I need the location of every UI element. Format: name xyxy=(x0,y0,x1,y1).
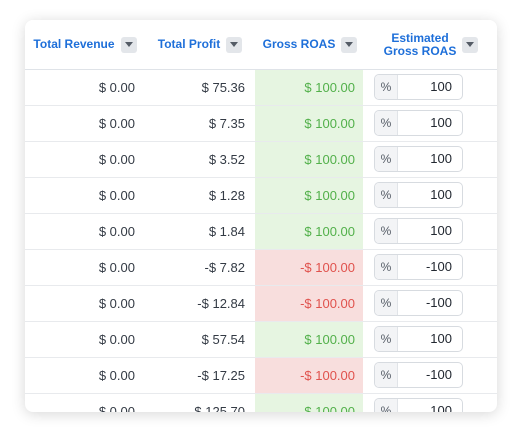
estimated-gross-roas-value[interactable]: 100 xyxy=(430,187,452,202)
table-row: $ 0.00 $ 125.70 $ 100.00% 100 xyxy=(25,394,497,412)
estimated-gross-roas-input[interactable]: % -100 xyxy=(374,362,463,388)
estimated-gross-roas-input[interactable]: % 100 xyxy=(374,146,463,172)
estimated-gross-roas-input[interactable]: % -100 xyxy=(374,290,463,316)
sort-total-revenue-button[interactable] xyxy=(120,36,137,53)
table-row: $ 0.00 -$ 12.84 -$ 100.00% -100 xyxy=(25,286,497,322)
table-row: $ 0.00 $ 1.84 $ 100.00% 100 xyxy=(25,214,497,250)
gross-roas-cell: $ 100.00 xyxy=(255,322,363,357)
header-total-revenue-label: Total Revenue xyxy=(33,37,115,51)
estimated-gross-roas-value[interactable]: -100 xyxy=(425,367,452,382)
estimated-gross-roas-value[interactable]: -100 xyxy=(425,259,452,274)
total-profit-cell: $ 125.70 xyxy=(194,404,245,412)
percent-unit-label: % xyxy=(375,363,398,387)
table-row: $ 0.00 $ 57.54 $ 100.00% 100 xyxy=(25,322,497,358)
estimated-gross-roas-value[interactable]: 100 xyxy=(430,115,452,130)
caret-down-icon xyxy=(124,42,133,47)
header-gross-roas: Gross ROAS xyxy=(255,20,365,69)
gross-roas-cell: $ 100.00 xyxy=(255,214,363,249)
percent-unit-label: % xyxy=(375,291,398,315)
percent-unit-label: % xyxy=(375,111,398,135)
total-revenue-cell: $ 0.00 xyxy=(98,152,135,167)
estimated-gross-roas-input[interactable]: % 100 xyxy=(374,218,463,244)
total-profit-cell: $ 1.28 xyxy=(208,188,245,203)
estimated-gross-roas-value[interactable]: 100 xyxy=(430,79,452,94)
gross-roas-cell: $ 100.00 xyxy=(255,394,363,412)
header-estimated-gross-roas: Estimated Gross ROAS xyxy=(365,20,497,69)
header-total-profit: Total Profit xyxy=(145,20,255,69)
total-revenue-cell: $ 0.00 xyxy=(98,368,135,383)
estimated-gross-roas-input[interactable]: % 100 xyxy=(374,326,463,352)
gross-roas-cell: -$ 100.00 xyxy=(255,358,363,393)
percent-unit-label: % xyxy=(375,75,398,99)
table-body: $ 0.00 $ 75.36 $ 100.00% 100 $ 0.00 $ 7.35 $ 1… xyxy=(25,70,497,412)
table-row: $ 0.00 -$ 7.82 -$ 100.00% -100 xyxy=(25,250,497,286)
roas-table-card: Total Revenue Total Profit Gross ROAS Es… xyxy=(25,20,497,412)
total-revenue-cell: $ 0.00 xyxy=(98,332,135,347)
estimated-gross-roas-input[interactable]: % 100 xyxy=(374,74,463,100)
sort-gross-roas-button[interactable] xyxy=(341,36,358,53)
caret-down-icon xyxy=(345,42,354,47)
total-revenue-cell: $ 0.00 xyxy=(98,80,135,95)
total-profit-cell: -$ 12.84 xyxy=(197,296,245,311)
total-revenue-cell: $ 0.00 xyxy=(98,296,135,311)
estimated-gross-roas-input[interactable]: % 100 xyxy=(374,110,463,136)
percent-unit-label: % xyxy=(375,183,398,207)
total-profit-cell: $ 1.84 xyxy=(208,224,245,239)
table-row: $ 0.00 $ 75.36 $ 100.00% 100 xyxy=(25,70,497,106)
table-row: $ 0.00 $ 7.35 $ 100.00% 100 xyxy=(25,106,497,142)
total-revenue-cell: $ 0.00 xyxy=(98,116,135,131)
percent-unit-label: % xyxy=(375,219,398,243)
estimated-gross-roas-value[interactable]: 100 xyxy=(430,223,452,238)
sort-total-profit-button[interactable] xyxy=(226,36,243,53)
total-profit-cell: $ 75.36 xyxy=(201,80,245,95)
total-profit-cell: $ 3.52 xyxy=(208,152,245,167)
gross-roas-cell: $ 100.00 xyxy=(255,178,363,213)
total-profit-cell: $ 57.54 xyxy=(201,332,245,347)
percent-unit-label: % xyxy=(375,147,398,171)
total-revenue-cell: $ 0.00 xyxy=(98,188,135,203)
gross-roas-cell: $ 100.00 xyxy=(255,70,363,105)
estimated-gross-roas-value[interactable]: -100 xyxy=(425,295,452,310)
total-profit-cell: $ 7.35 xyxy=(208,116,245,131)
caret-down-icon xyxy=(466,42,475,47)
table-row: $ 0.00 $ 1.28 $ 100.00% 100 xyxy=(25,178,497,214)
estimated-gross-roas-value[interactable]: 100 xyxy=(430,403,452,412)
gross-roas-cell: -$ 100.00 xyxy=(255,286,363,321)
caret-down-icon xyxy=(230,42,239,47)
gross-roas-cell: -$ 100.00 xyxy=(255,250,363,285)
total-profit-cell: -$ 17.25 xyxy=(197,368,245,383)
estimated-gross-roas-input[interactable]: % -100 xyxy=(374,254,463,280)
total-revenue-cell: $ 0.00 xyxy=(98,260,135,275)
header-estimated-gross-roas-label: Estimated Gross ROAS xyxy=(383,30,457,58)
gross-roas-cell: $ 100.00 xyxy=(255,106,363,141)
gross-roas-cell: $ 100.00 xyxy=(255,142,363,177)
header-total-revenue: Total Revenue xyxy=(25,20,145,69)
table-row: $ 0.00 $ 3.52 $ 100.00% 100 xyxy=(25,142,497,178)
table-header: Total Revenue Total Profit Gross ROAS Es… xyxy=(25,20,497,70)
estimated-gross-roas-value[interactable]: 100 xyxy=(430,151,452,166)
header-total-profit-label: Total Profit xyxy=(157,37,221,51)
estimated-gross-roas-input[interactable]: % 100 xyxy=(374,398,463,412)
total-revenue-cell: $ 0.00 xyxy=(98,404,135,412)
percent-unit-label: % xyxy=(375,327,398,351)
estimated-gross-roas-value[interactable]: 100 xyxy=(430,331,452,346)
total-profit-cell: -$ 7.82 xyxy=(204,260,245,275)
estimated-gross-roas-input[interactable]: % 100 xyxy=(374,182,463,208)
percent-unit-label: % xyxy=(375,255,398,279)
total-revenue-cell: $ 0.00 xyxy=(98,224,135,239)
header-gross-roas-label: Gross ROAS xyxy=(262,37,336,51)
sort-estimated-gross-roas-button[interactable] xyxy=(462,36,479,53)
percent-unit-label: % xyxy=(375,399,398,412)
table-row: $ 0.00 -$ 17.25 -$ 100.00% -100 xyxy=(25,358,497,394)
